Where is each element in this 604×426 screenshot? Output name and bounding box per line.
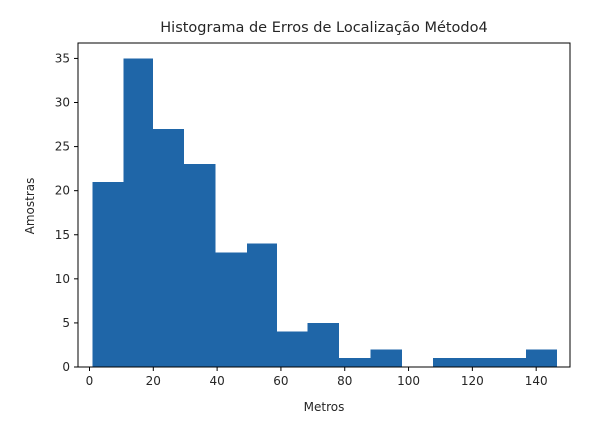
bars-group [92, 58, 558, 368]
y-tick-label: 10 [55, 272, 70, 286]
x-tick-label: 100 [397, 374, 420, 388]
y-tick-label: 5 [62, 316, 70, 330]
histogram-bar [307, 322, 339, 367]
y-tick-label: 35 [55, 51, 70, 65]
histogram-bar [432, 358, 465, 367]
histogram-bar [338, 358, 371, 367]
histogram-bar [495, 358, 526, 367]
y-tick-label: 0 [62, 360, 70, 374]
histogram-bar [277, 331, 308, 367]
histogram-bar [525, 349, 558, 367]
y-axis-label: Amostras [23, 178, 37, 235]
plot-frame [77, 42, 571, 368]
histogram-bar [152, 128, 184, 367]
histogram-bar [370, 349, 402, 367]
histogram-bar [464, 358, 496, 367]
chart-title: Histograma de Erros de Localização Métod… [160, 20, 487, 36]
histogram-bar [215, 252, 248, 367]
x-tick-label: 80 [337, 374, 352, 388]
y-tick-label: 30 [55, 96, 70, 110]
x-tick-label: 0 [86, 374, 94, 388]
histogram-bar [183, 164, 216, 367]
axes-frame [77, 42, 571, 368]
y-tick-label: 15 [55, 228, 70, 242]
x-tick-label: 40 [209, 374, 224, 388]
x-tick-label: 60 [273, 374, 288, 388]
x-tick-label: 140 [525, 374, 548, 388]
histogram-bar [92, 181, 124, 367]
y-tick-label: 20 [55, 184, 70, 198]
y-tick-label: 25 [55, 140, 70, 154]
x-tick-label: 20 [146, 374, 161, 388]
histogram-bar [123, 58, 153, 368]
x-tick-label: 120 [461, 374, 484, 388]
x-axis-label: Metros [304, 400, 345, 414]
y-axis-ticks: 0 5 10 15 20 25 30 35 [55, 51, 78, 374]
histogram-bar [247, 243, 278, 367]
x-axis-ticks: 0 20 40 60 80 100 120 140 [86, 367, 548, 388]
